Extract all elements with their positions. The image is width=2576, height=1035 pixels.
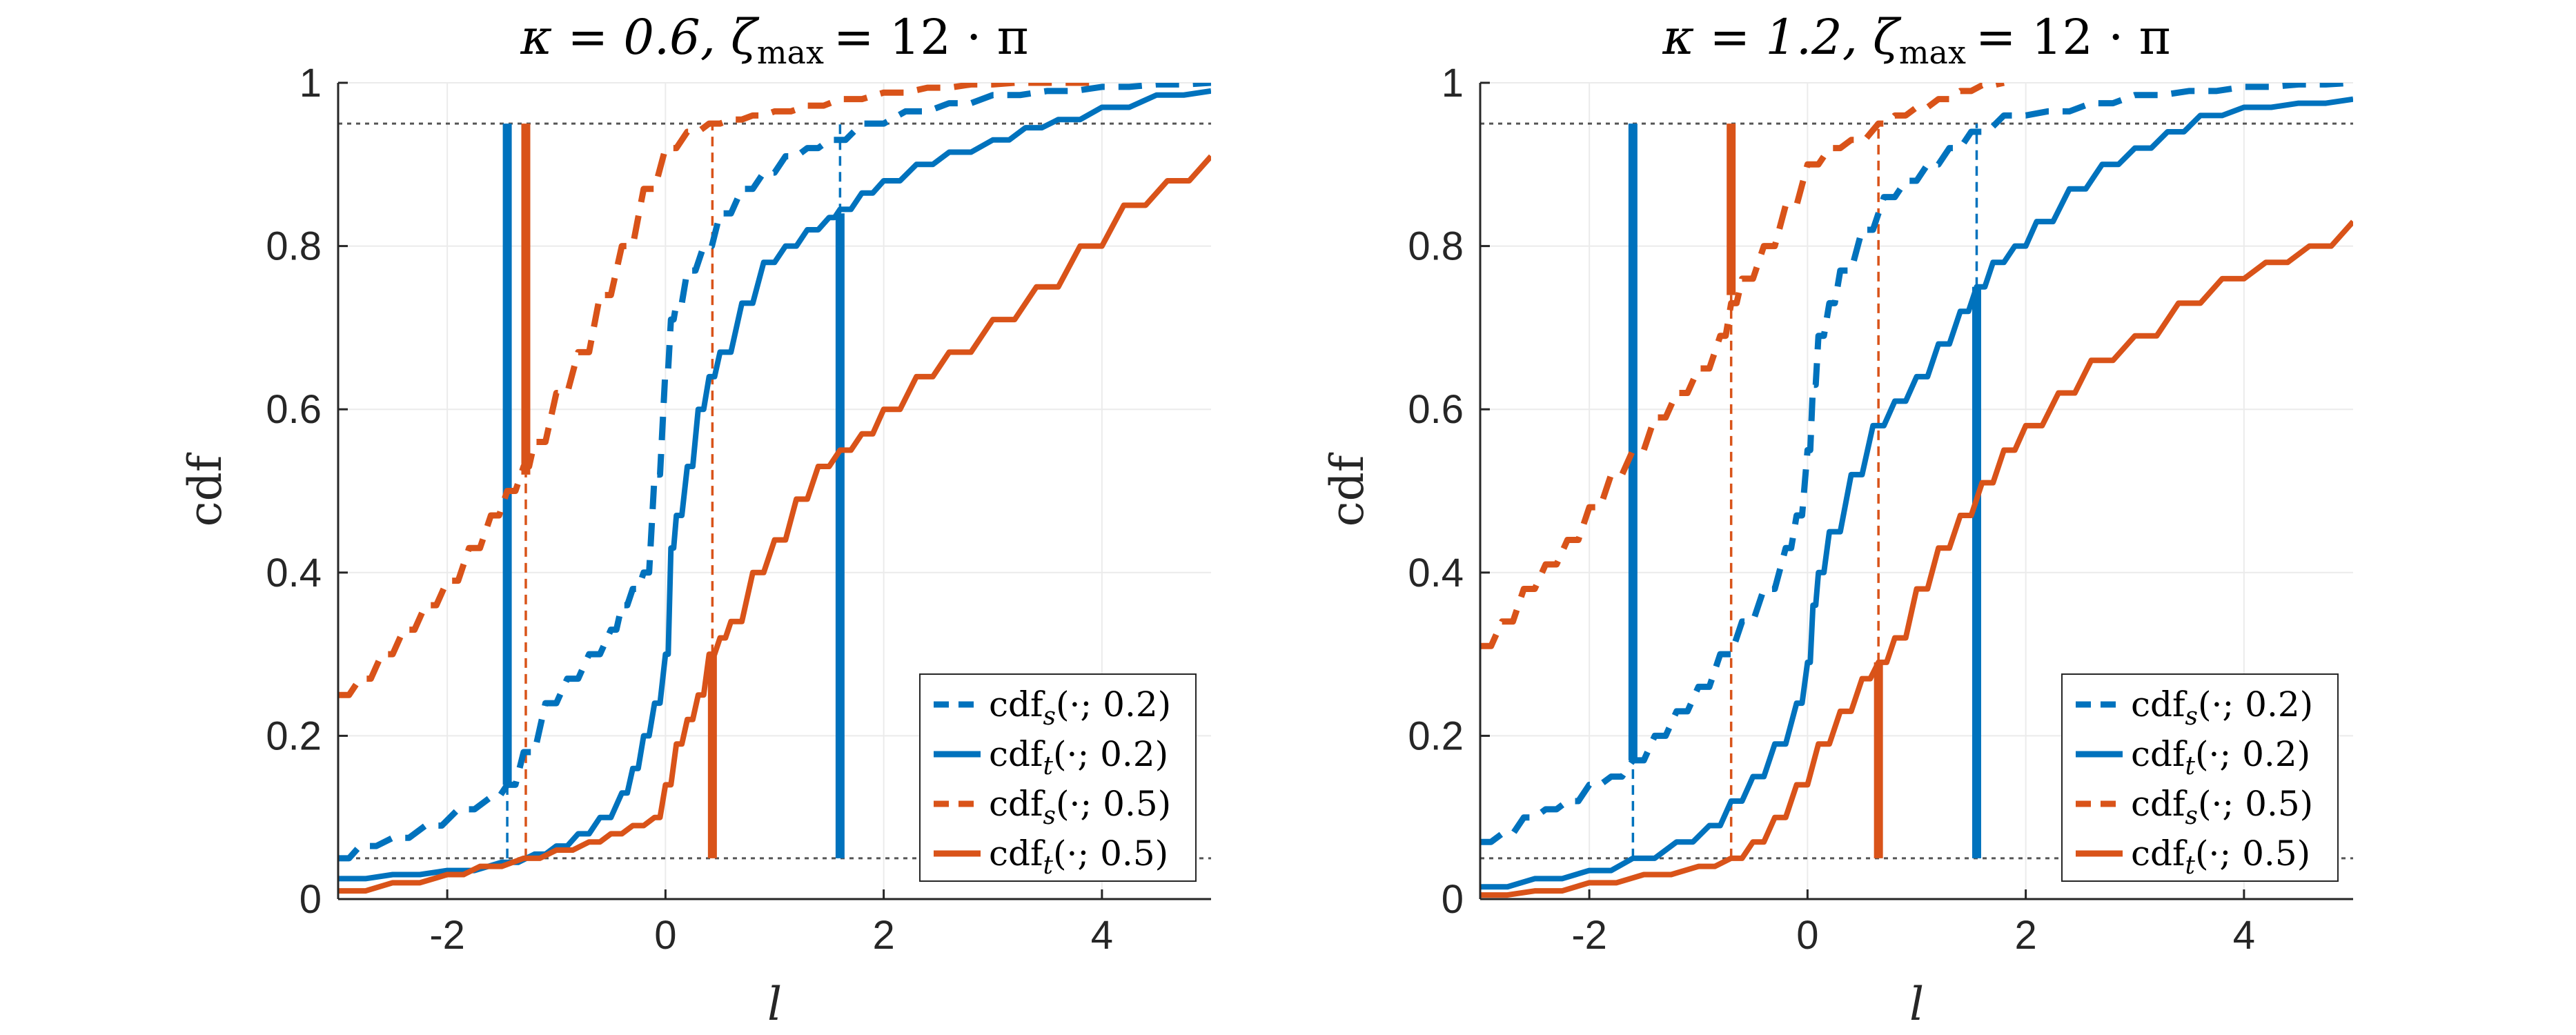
legend-entry-arg: (·; 0.2): [1053, 734, 1168, 774]
legend-entry: cdft(·; 0.2): [2131, 734, 2310, 780]
y-axis-title: cdf: [179, 452, 232, 526]
legend-box: [2061, 673, 2339, 882]
legend-entry-main: cdf: [2131, 784, 2187, 824]
x-axis-title: l: [1909, 978, 1924, 1031]
legend-entry-sub: t: [2185, 851, 2196, 880]
y-tick-label: 0.2: [1408, 713, 1464, 758]
title-zeta: ζ: [731, 9, 760, 66]
legend-entry-main: cdf: [2131, 684, 2187, 724]
y-tick-label: 1: [1442, 61, 1464, 106]
series-line-s-0.2: [1480, 83, 2353, 845]
chart-title: κ = 1.2, ζmax = 12 · π: [1662, 9, 2170, 71]
legend-entry-arg: (·; 0.2): [2195, 734, 2310, 774]
legend-entry-sub: s: [2185, 702, 2198, 731]
plot-area: [338, 83, 1211, 894]
legend-entry-main: cdf: [2131, 734, 2187, 774]
legend-entry-sub: t: [1043, 752, 1054, 780]
legend-entry-main: cdf: [989, 784, 1045, 824]
legend: cdfs(·; 0.2)cdft(·; 0.2)cdfs(·; 0.5)cdft…: [2061, 673, 2339, 882]
legend-box: [919, 673, 1197, 882]
y-tick-label: 0: [299, 877, 322, 922]
legend-entry-main: cdf: [989, 684, 1045, 724]
x-tick-label: 2: [2014, 913, 2036, 958]
legend-entry-arg: (·; 0.5): [2198, 784, 2313, 824]
legend-entry: cdft(·; 0.5): [989, 834, 1168, 880]
series-line-t-0.2: [338, 88, 1211, 882]
legend: cdfs(·; 0.2)cdft(·; 0.2)cdfs(·; 0.5)cdft…: [919, 673, 1197, 882]
legend-entry-arg: (·; 0.2): [1056, 684, 1171, 724]
title-rest: = 12 · π: [1976, 9, 2171, 66]
chart-title: κ = 0.6, ζmax = 12 · π: [520, 9, 1028, 71]
y-tick-label: 0.4: [266, 551, 322, 595]
chart-panel-right: -2 0 2 4 0 0.2 0.4 0.6 0.8 1 l cdf κ = 1.2, ζmax = 12 …: [1321, 9, 2353, 1031]
y-tick-label: 0.6: [266, 387, 322, 432]
legend-entry-sub: s: [1043, 702, 1056, 731]
title-zeta-sub: max: [757, 34, 824, 71]
legend-entry-sub: t: [2185, 752, 2196, 780]
series-line-s-0.2: [338, 83, 1211, 862]
legend-entry-arg: (·; 0.5): [1053, 834, 1168, 874]
x-tick-label: -2: [429, 913, 465, 958]
legend-entry: cdfs(·; 0.2): [2131, 684, 2313, 731]
x-tick-label: 0: [1796, 913, 1818, 958]
legend-entry-sub: s: [2185, 802, 2198, 830]
x-tick-label: 0: [654, 913, 676, 958]
y-tick-label: 0: [1442, 877, 1464, 922]
y-tick-label: 0.6: [1408, 387, 1464, 432]
title-zeta: ζ: [1873, 9, 1902, 66]
series-line-s-0.5: [1480, 83, 2005, 649]
legend-entry: cdfs(·; 0.5): [2131, 784, 2313, 830]
chart-panel-left: -2 0 2 4 0 0.2 0.4 0.6 0.8 1 l cdf κ = 0.6, ζmax = 12 …: [179, 9, 1211, 1031]
x-tick-label: 2: [872, 913, 894, 958]
series-line-t-0.5: [1480, 219, 2353, 898]
series-line-t-0.5: [338, 154, 1211, 894]
legend-entry-arg: (·; 0.5): [2195, 834, 2310, 874]
legend-entry: cdft(·; 0.2): [989, 734, 1168, 780]
y-tick-label: 0.4: [1408, 551, 1464, 595]
y-tick-label: 1: [299, 61, 322, 106]
legend-entry: cdft(·; 0.5): [2131, 834, 2310, 880]
y-tick-label: 0.8: [1408, 224, 1464, 269]
legend-entry-arg: (·; 0.2): [2198, 684, 2313, 724]
legend-entry-arg: (·; 0.5): [1056, 784, 1171, 824]
title-zeta-sub: max: [1899, 34, 1966, 71]
legend-entry-sub: t: [1043, 851, 1054, 880]
y-tick-label: 0.8: [266, 224, 322, 269]
title-rest: = 12 · π: [834, 9, 1029, 66]
series-line-s-0.5: [338, 83, 1102, 698]
title-kappa: κ = 0.6,: [520, 9, 716, 66]
title-kappa: κ = 1.2,: [1662, 9, 1858, 66]
x-tick-label: 4: [2233, 913, 2255, 958]
y-axis-title: cdf: [1321, 452, 1374, 526]
legend-entry-sub: s: [1043, 802, 1056, 830]
x-tick-label: -2: [1571, 913, 1607, 958]
legend-entry-main: cdf: [989, 734, 1045, 774]
legend-entry-main: cdf: [2131, 834, 2187, 874]
legend-entry: cdfs(·; 0.2): [989, 684, 1171, 731]
x-tick-label: 4: [1091, 913, 1113, 958]
y-tick-label: 0.2: [266, 713, 322, 758]
legend-entry-main: cdf: [989, 834, 1045, 874]
series-line-t-0.2: [1480, 96, 2353, 890]
plot-area: [1480, 83, 2353, 898]
x-axis-title: l: [767, 978, 782, 1031]
legend-entry: cdfs(·; 0.5): [989, 784, 1171, 830]
